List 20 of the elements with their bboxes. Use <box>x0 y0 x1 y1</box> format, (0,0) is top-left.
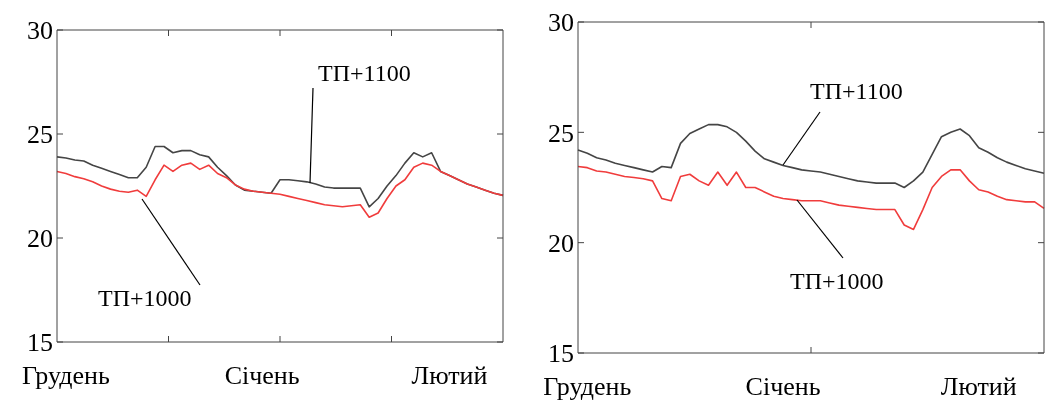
line-series <box>577 165 1045 231</box>
series-label: ТП+1000 <box>790 267 884 294</box>
x-tick-label: Грудень <box>543 372 632 402</box>
y-tick-label: 25 <box>27 120 53 150</box>
y-tick-label: 20 <box>548 228 574 258</box>
x-tick-label: Лютий <box>411 361 488 391</box>
y-tick-label: 15 <box>548 339 574 369</box>
legend-label: ТП+1100 <box>318 59 411 86</box>
y-tick-label: 20 <box>27 224 53 254</box>
x-tick-label: Січень <box>745 372 821 402</box>
x-tick-label: Лютий <box>940 372 1017 402</box>
x-tick-label: Грудень <box>21 361 111 391</box>
y-tick-label: 30 <box>548 8 574 38</box>
x-tick-label: Січень <box>224 361 300 391</box>
y-tick-label: 30 <box>27 16 53 46</box>
y-tick-label: 25 <box>548 118 574 148</box>
text: ТП+1100 <box>810 77 903 104</box>
text: ТП+1000 <box>98 284 192 311</box>
y-tick-label: 15 <box>27 328 53 358</box>
line-series <box>56 162 504 218</box>
